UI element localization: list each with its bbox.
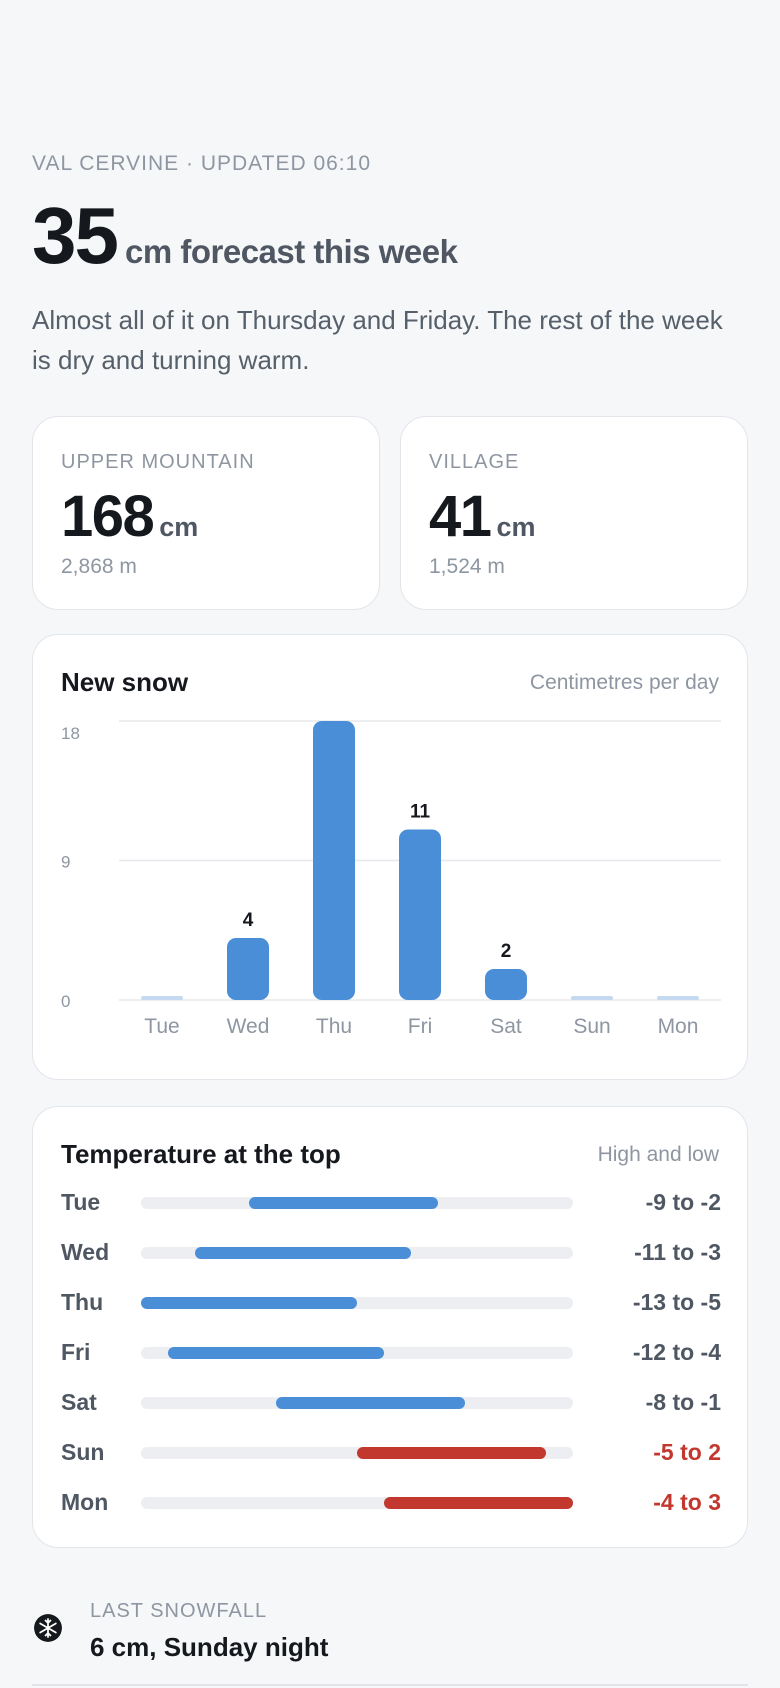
stat-number: 41 <box>429 484 492 549</box>
temperature-range-bar <box>168 1347 384 1359</box>
temperature-range-bar <box>357 1447 546 1459</box>
temperature-range-bar <box>276 1397 465 1409</box>
stat-unit: cm <box>159 512 199 542</box>
chart-title: New snow <box>61 667 189 697</box>
temperature-range-bar <box>141 1297 357 1309</box>
temperature-row-fri: Fri -12 to -4 <box>61 1333 721 1373</box>
temperature-range-label: -12 to -4 <box>632 1339 721 1365</box>
y-tick-label: 9 <box>61 853 70 872</box>
temperature-range-bar <box>249 1197 438 1209</box>
temperature-day: Mon <box>61 1489 109 1515</box>
stat-label: UPPER MOUNTAIN <box>61 451 255 473</box>
new-snow-chart: 0 9 18 Tue 4 Wed Thu 11 Fri 2 Sat Sun Mon <box>61 720 721 1038</box>
village-card: VILLAGE 41 cm 1,524 m <box>400 416 748 610</box>
last-snowfall-value: 6 cm, Sunday night <box>90 1632 329 1662</box>
weekly-total-suffix: cm forecast this week <box>124 233 458 270</box>
bar-sun <box>571 996 613 1000</box>
temperature-track <box>141 1247 573 1259</box>
stat-unit: cm <box>496 512 536 542</box>
temperature-title: Temperature at the top <box>61 1139 341 1169</box>
new-snow-card: New snow Centimetres per day 0 9 18 Tue 4 Wed… <box>32 634 748 1080</box>
stat-number: 168 <box>61 484 155 549</box>
temperature-range-label: -5 to 2 <box>653 1439 721 1465</box>
temperature-row-sat: Sat -8 to -1 <box>61 1383 721 1423</box>
divider <box>32 1684 748 1686</box>
y-tick-label: 18 <box>61 724 80 743</box>
resort-update-line: VAL CERVINE · UPDATED 06:10 <box>32 152 371 175</box>
temperature-track <box>141 1497 573 1509</box>
stat-label: VILLAGE <box>429 451 520 473</box>
stat-elevation: 1,524 m <box>429 555 505 578</box>
temperature-range-label: -13 to -5 <box>632 1289 721 1315</box>
temperature-track <box>141 1297 573 1309</box>
upper-mountain-card: UPPER MOUNTAIN 168 cm 2,868 m <box>32 416 380 610</box>
temperature-day: Fri <box>61 1339 91 1365</box>
x-tick-label: Mon <box>658 1015 699 1038</box>
bar-thu <box>313 721 355 1000</box>
y-tick-label: 0 <box>61 992 70 1011</box>
x-tick-label: Wed <box>227 1015 270 1038</box>
temperature-track <box>141 1197 573 1209</box>
data-label: 11 <box>410 802 431 823</box>
temperature-subtitle: High and low <box>597 1143 719 1166</box>
x-tick-label: Fri <box>408 1015 433 1038</box>
chart-subtitle: Centimetres per day <box>529 671 719 694</box>
data-label: 4 <box>243 910 254 931</box>
temperature-track <box>141 1397 573 1409</box>
last-snowfall-label: LAST SNOWFALL <box>90 1600 268 1622</box>
bar-sat <box>485 969 527 1000</box>
temperature-day: Sun <box>61 1439 105 1465</box>
temperature-card: Temperature at the top High and low Tue -… <box>32 1106 748 1548</box>
temperature-range-label: -4 to 3 <box>653 1489 721 1515</box>
x-tick-label: Thu <box>316 1015 352 1038</box>
temperature-day: Sat <box>61 1389 97 1415</box>
temperature-row-thu: Thu -13 to -5 <box>61 1283 721 1323</box>
x-tick-label: Tue <box>144 1015 179 1038</box>
temperature-track <box>141 1447 573 1459</box>
temperature-row-sun: Sun -5 to 2 <box>61 1433 721 1473</box>
weekly-total: 35 cm forecast this week <box>32 191 458 280</box>
temperature-row-tue: Tue -9 to -2 <box>61 1183 721 1223</box>
temperature-day: Thu <box>61 1289 104 1315</box>
x-tick-label: Sat <box>490 1015 522 1038</box>
temperature-range-bar <box>195 1247 411 1259</box>
forecast-summary: Almost all of it on Thursday and Friday.… <box>32 305 723 375</box>
temperature-range-label: -11 to -3 <box>634 1239 721 1265</box>
bar-wed <box>227 938 269 1000</box>
temperature-range-label: -8 to -1 <box>645 1389 721 1415</box>
temperature-track <box>141 1347 573 1359</box>
weekly-total-value: 35 <box>32 191 119 280</box>
temperature-range-label: -9 to -2 <box>645 1189 721 1215</box>
stat-elevation: 2,868 m <box>61 555 137 578</box>
bar-tue <box>141 996 183 1000</box>
snowflake-icon <box>34 1614 62 1642</box>
temperature-range-bar <box>384 1497 573 1509</box>
stat-value: 168 cm <box>61 485 198 549</box>
data-label: 2 <box>501 941 512 962</box>
temperature-day: Wed <box>61 1239 110 1265</box>
bar-mon <box>657 996 699 1000</box>
bar-fri <box>399 829 441 1000</box>
temperature-row-wed: Wed -11 to -3 <box>61 1233 721 1273</box>
x-tick-label: Sun <box>573 1015 610 1038</box>
temperature-day: Tue <box>61 1189 101 1215</box>
stat-value: 41 cm <box>429 485 536 549</box>
temperature-row-mon: Mon -4 to 3 <box>61 1483 721 1523</box>
